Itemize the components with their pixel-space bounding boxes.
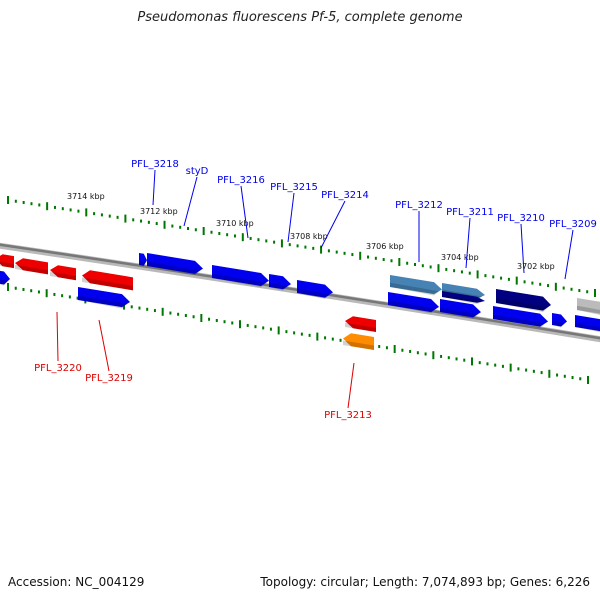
- gene-features: [0, 253, 600, 351]
- gene-arrow-right-edge: [575, 315, 600, 333]
- scale-tick-label: 3712 kbp: [140, 207, 178, 216]
- gene-label-forward[interactable]: PFL_3216: [217, 175, 265, 186]
- gene-label-forward[interactable]: PFL_3209: [549, 219, 597, 230]
- gene-label-reverse[interactable]: PFL_3219: [85, 373, 133, 384]
- gene-arrow-small: [139, 253, 147, 267]
- label-leader-line: [465, 217, 471, 269]
- gene-arrow-pfl-3218: [147, 253, 203, 276]
- scale-tick-label: 3708 kbp: [290, 232, 328, 241]
- page-title: Pseudomonas fluorescens Pf-5, complete g…: [137, 10, 463, 25]
- label-leader-line: [320, 200, 346, 249]
- gene-arrow-lower-left: [78, 287, 130, 309]
- gene-label-forward[interactable]: PFL_3212: [395, 200, 443, 211]
- gene-label-forward[interactable]: PFL_3214: [321, 190, 369, 201]
- gene-arrow-red-2: [50, 265, 76, 281]
- label-leader-line: [287, 192, 295, 243]
- label-leader-line: [56, 311, 59, 362]
- gene-label-forward[interactable]: PFL_3210: [497, 213, 545, 224]
- scale-tick-label: 3706 kbp: [366, 242, 404, 251]
- gene-feature-navy-small: [442, 291, 485, 305]
- gene-arrow-pfl-3216: [212, 265, 269, 288]
- gene-arrow-edge: [0, 270, 10, 286]
- gene-label-forward[interactable]: PFL_3218: [131, 159, 179, 170]
- label-leader-line: [98, 319, 110, 372]
- gene-arrow-pfl-3211: [440, 299, 481, 319]
- gene-label-forward[interactable]: PFL_3215: [270, 182, 318, 193]
- label-leader-line: [520, 223, 525, 274]
- label-leader-line: [347, 362, 355, 409]
- gene-arrow-red-1: [15, 258, 48, 275]
- gene-feature-grey: [577, 298, 600, 315]
- gene-arrow-pfl-3215: [269, 274, 291, 291]
- scale-tick-labels: 3714 kbp 3712 kbp 3710 kbp 3708 kbp 3706 kbp…: [67, 192, 555, 271]
- gene-label-reverse[interactable]: PFL_3220: [34, 363, 82, 374]
- scale-tick-label: 3710 kbp: [216, 219, 254, 228]
- label-leader-line: [564, 229, 574, 280]
- genome-summary-text: Topology: circular; Length: 7,074,893 bp…: [260, 575, 590, 589]
- gene-arrow-pfl-3213: [345, 316, 376, 333]
- scale-tick-label: 3702 kbp: [517, 262, 555, 271]
- gene-arrow-pfl-3209: [552, 313, 567, 328]
- gene-feature-navy: [496, 289, 551, 312]
- scale-tick-label: 3714 kbp: [67, 192, 105, 201]
- gene-feature-orange: [343, 333, 374, 351]
- gene-arrow-red-edge: [0, 254, 14, 269]
- gene-label-forward[interactable]: styD: [186, 166, 209, 177]
- label-leader-line: [183, 176, 198, 227]
- label-leader-line: [240, 185, 249, 239]
- gene-arrow-pfl-3220: [82, 270, 133, 291]
- gene-feature-steelblue: [390, 275, 442, 296]
- accession-text: Accession: NC_004129: [8, 575, 145, 589]
- gene-arrow-pfl-3212: [388, 292, 439, 314]
- gene-arrow-pfl-3210: [493, 306, 548, 328]
- gene-label-forward[interactable]: PFL_3211: [446, 207, 494, 218]
- scale-tick-label: 3704 kbp: [441, 253, 479, 262]
- gene-label-reverse[interactable]: PFL_3213: [324, 410, 372, 421]
- label-leader-line: [152, 169, 156, 206]
- gene-arrow-pfl-3214: [297, 280, 333, 299]
